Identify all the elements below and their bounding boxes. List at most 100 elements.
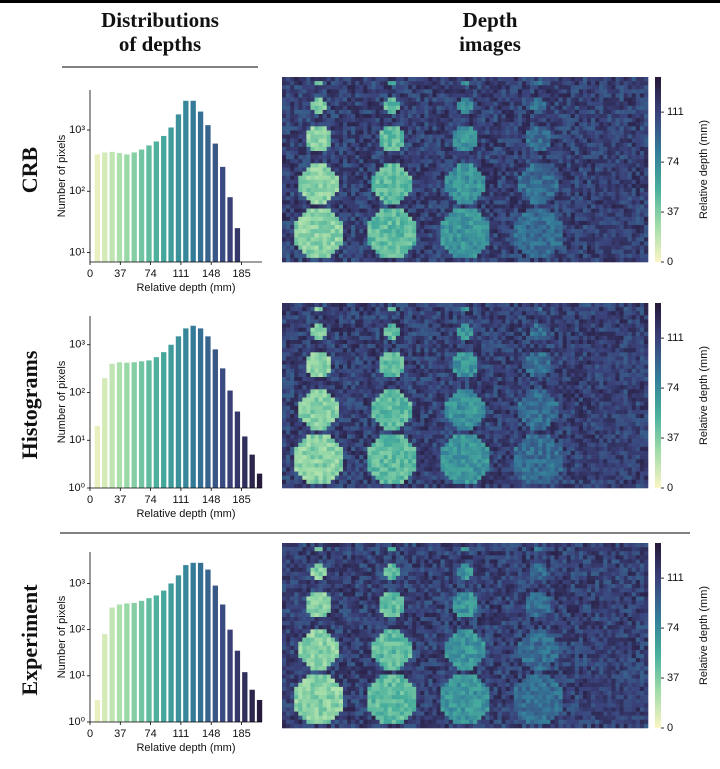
pixel [290,172,294,176]
pixel [306,172,310,176]
pixel [286,332,290,336]
pixel [461,324,465,328]
pixel [595,229,599,233]
pixel [542,192,546,196]
pixel [359,204,363,208]
pixel [636,106,640,110]
pixel [400,130,404,134]
pixel [473,204,477,208]
pixel [343,155,347,159]
pixel [493,311,497,315]
pixel [465,319,469,323]
pixel [298,200,302,204]
pixel [546,250,550,254]
pixel [498,254,502,258]
pixel [432,176,436,180]
pixel [412,184,416,188]
pixel [331,188,335,192]
pixel [498,130,502,134]
pixel [644,93,648,97]
pixel [595,328,599,332]
pixel [550,77,554,81]
pixel [599,135,603,139]
pixel [615,159,619,163]
pixel [290,93,294,97]
pixel [323,180,327,184]
pixel [510,217,514,221]
pixel [624,77,628,81]
pixel [514,225,518,229]
pixel [591,147,595,151]
pixel [367,258,371,262]
pixel [376,126,380,130]
pixel [310,139,314,143]
pixel [457,114,461,118]
pixel [485,324,489,328]
pixel [351,163,355,167]
pixel [563,114,567,118]
pixel [465,233,469,237]
pixel [554,200,558,204]
pixel [396,163,400,167]
pixel [522,85,526,89]
pixel [554,303,558,307]
pixel [343,332,347,336]
pixel [400,241,404,245]
pixel [628,81,632,85]
pixel [563,250,567,254]
pixel [335,110,339,114]
pixel [518,81,522,85]
pixel [339,217,343,221]
pixel [514,85,518,89]
depth-image [282,303,648,488]
pixel [437,307,441,311]
pixel [404,139,408,143]
pixel [392,241,396,245]
pixel [367,77,371,81]
pixel [384,332,388,336]
pixel [591,311,595,315]
pixel [559,159,563,163]
pixel [363,237,367,241]
pixel [640,122,644,126]
pixel [355,332,359,336]
pixel [363,200,367,204]
pixel [518,77,522,81]
pixel [306,126,310,130]
pixel [489,130,493,134]
pixel [335,217,339,221]
pixel [595,188,599,192]
pixel [392,163,396,167]
pixel [384,77,388,81]
pixel [510,237,514,241]
pixel [323,229,327,233]
pixel [315,122,319,126]
pixel [620,93,624,97]
pixel [339,336,343,340]
pixel [502,307,506,311]
pixel [611,200,615,204]
pixel [335,188,339,192]
pixel [453,196,457,200]
pixel [530,130,534,134]
pixel [636,147,640,151]
pixel [432,229,436,233]
pixel [384,114,388,118]
pixel [384,254,388,258]
pixel [388,200,392,204]
pixel [388,315,392,319]
pixel [615,209,619,213]
pixel [351,135,355,139]
pixel [437,135,441,139]
pixel [351,176,355,180]
pixel [339,246,343,250]
pixel [628,110,632,114]
pixel [457,336,461,340]
bar [139,361,144,488]
pixel [380,184,384,188]
pixel [498,139,502,143]
pixel [489,126,493,130]
pixel [400,176,404,180]
pixel [294,204,298,208]
pixel [315,110,319,114]
